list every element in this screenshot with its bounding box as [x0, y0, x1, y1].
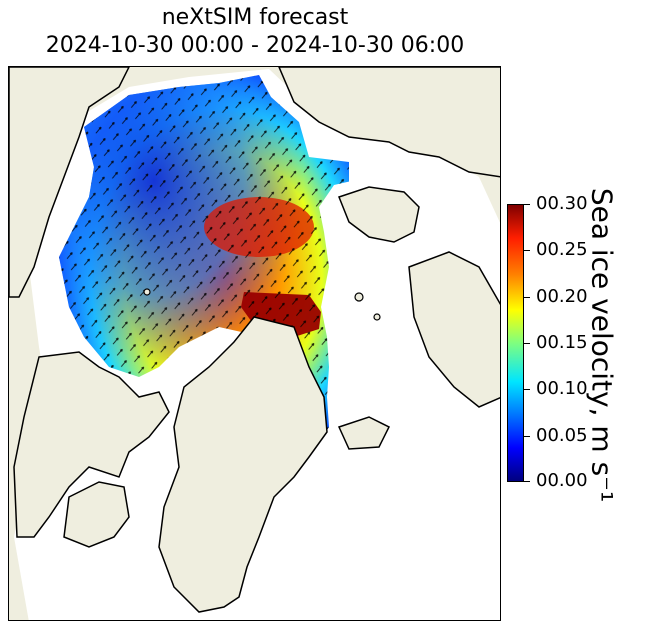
- svalbard: [338, 186, 420, 243]
- baffin-island: [63, 481, 130, 548]
- colorbar-tick: [524, 389, 530, 390]
- colorbar-tick-label: 00.20: [536, 286, 588, 307]
- colorbar-tick: [524, 297, 530, 298]
- canadian-archipelago: [13, 351, 170, 538]
- small-island: [373, 313, 381, 321]
- title-line-2: 2024-10-30 00:00 - 2024-10-30 06:00: [45, 33, 465, 58]
- colorbar-tick: [524, 481, 530, 482]
- colorbar-tick: [524, 436, 530, 437]
- colorbar-tick-label: 00.30: [536, 193, 588, 214]
- scandinavia: [408, 251, 500, 408]
- colorbar-tick-label: 00.00: [536, 470, 588, 491]
- small-island: [354, 292, 364, 302]
- map-canvas: [9, 67, 500, 620]
- colorbar-label: Sea ice velocity, m s⁻¹: [585, 187, 619, 503]
- colorbar-tick: [524, 343, 530, 344]
- siberia-coast: [9, 67, 130, 298]
- russia-coast: [278, 67, 500, 178]
- colorbar-tick-label: 00.15: [536, 332, 588, 353]
- colorbar-tick-label: 00.05: [536, 425, 588, 446]
- title-line-1: neXtSIM forecast: [161, 5, 349, 30]
- iceland: [337, 416, 391, 450]
- colorbar: [507, 204, 524, 482]
- sea-ice-map: [8, 66, 501, 621]
- colorbar-tick-label: 00.25: [536, 239, 588, 260]
- colorbar-tick: [524, 250, 530, 251]
- map-title: neXtSIM forecast 2024-10-30 00:00 - 2024…: [0, 4, 510, 60]
- small-island: [143, 288, 151, 296]
- greenland: [158, 316, 328, 613]
- colorbar-tick: [524, 204, 530, 205]
- colorbar-tick-label: 00.10: [536, 378, 588, 399]
